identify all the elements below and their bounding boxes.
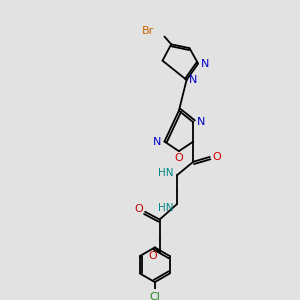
Text: Br: Br xyxy=(142,26,154,36)
Text: HN: HN xyxy=(158,168,173,178)
Text: O: O xyxy=(175,153,183,163)
Text: O: O xyxy=(212,152,221,162)
Text: N: N xyxy=(201,58,209,68)
Text: N: N xyxy=(197,117,205,127)
Text: N: N xyxy=(189,75,197,85)
Text: HN: HN xyxy=(158,203,173,213)
Text: O: O xyxy=(148,251,157,261)
Text: N: N xyxy=(153,136,161,146)
Text: Cl: Cl xyxy=(149,292,160,300)
Text: O: O xyxy=(134,204,143,214)
